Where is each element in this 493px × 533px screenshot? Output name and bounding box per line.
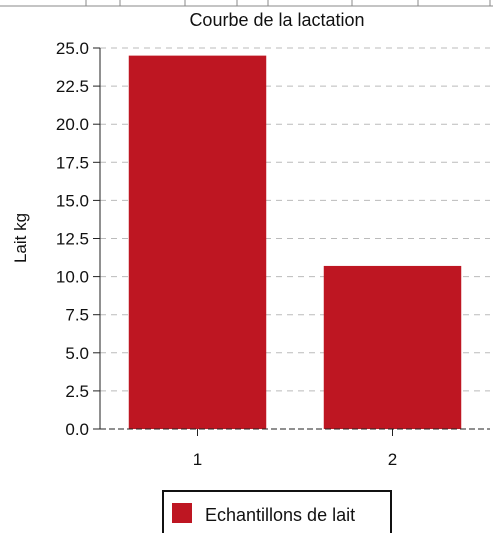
y-tick-label: 25.0	[56, 39, 89, 58]
legend-label: Echantillons de lait	[205, 505, 355, 525]
chart-title: Courbe de la lactation	[189, 10, 364, 30]
y-tick-label: 10.0	[56, 268, 89, 287]
y-tick-label: 5.0	[65, 344, 89, 363]
x-tick-label: 2	[388, 450, 397, 469]
top-table-border	[0, 0, 493, 7]
y-tick-label: 7.5	[65, 306, 89, 325]
y-tick-label: 0.0	[65, 420, 89, 439]
legend-swatch	[172, 503, 192, 523]
y-axis-label: Lait kg	[11, 213, 30, 263]
y-tick-label: 22.5	[56, 77, 89, 96]
bar-2	[323, 265, 462, 429]
bar-1	[128, 55, 267, 430]
y-tick-label: 15.0	[56, 191, 89, 210]
y-tick-label: 12.5	[56, 230, 89, 249]
axes	[93, 47, 490, 436]
y-tick-label: 20.0	[56, 115, 89, 134]
legend-box	[162, 490, 392, 533]
bars	[128, 55, 462, 430]
y-tick-label: 2.5	[65, 382, 89, 401]
legend: Echantillons de lait	[162, 490, 392, 533]
y-tick-labels: 0.0 2.5 5.0 7.5 10.0 12.5 15.0 17.5 20.0 22.5 25.0	[56, 39, 89, 439]
y-tick-label: 17.5	[56, 153, 89, 172]
x-tick-label: 1	[193, 450, 202, 469]
